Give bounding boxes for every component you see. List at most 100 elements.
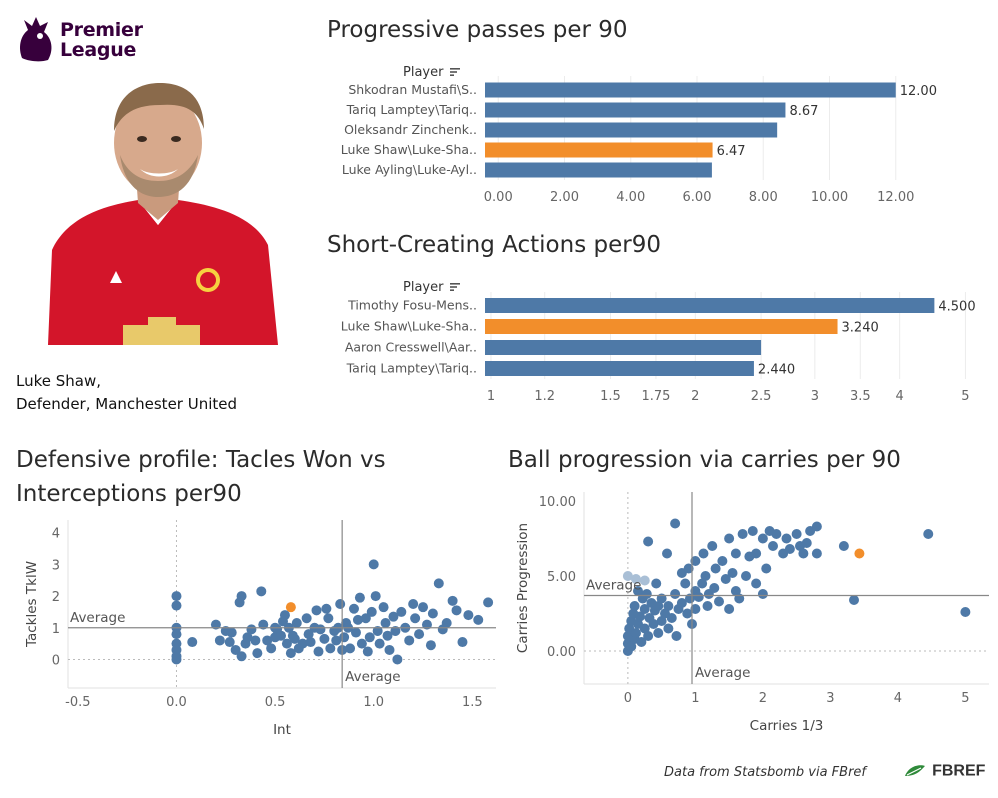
x-tick-label: 12.00 — [877, 190, 914, 205]
x-tick-label: 5 — [961, 389, 969, 404]
average-label-y: Average — [586, 578, 641, 594]
data-point — [682, 608, 693, 619]
data-point — [262, 635, 273, 646]
data-point — [345, 643, 356, 654]
y-tick-label: 5.00 — [547, 570, 576, 585]
category-label: Luke Ayling\Luke-Ayl.. — [342, 162, 477, 177]
data-label: 4.500 — [938, 300, 975, 315]
data-point — [187, 637, 198, 648]
data-point — [639, 604, 650, 614]
data-point — [751, 578, 762, 589]
chart-title-ball-progression: Ball progression via carries per 90 — [508, 447, 901, 473]
data-point-faded — [639, 575, 650, 586]
data-point — [171, 600, 182, 611]
x-tick-label: 5 — [961, 691, 969, 706]
data-point — [242, 632, 253, 643]
data-point — [378, 602, 389, 613]
x-tick-label: -0.5 — [65, 695, 90, 710]
data-point — [236, 651, 247, 662]
data-point — [214, 635, 225, 646]
x-axis-title: Carries 1/3 — [750, 718, 824, 734]
data-point — [311, 605, 322, 616]
fbref-logo[interactable]: FBREF — [903, 761, 985, 781]
data-point — [325, 643, 336, 654]
data-point — [425, 640, 436, 651]
data-point — [279, 610, 290, 621]
y-tick-label: 3 — [52, 558, 60, 573]
player-photo — [48, 83, 278, 345]
data-label: 2.440 — [758, 363, 795, 378]
x-tick-label: 1.5 — [462, 695, 483, 710]
logo-line-2: League — [60, 39, 137, 61]
data-point — [418, 602, 429, 613]
data-point — [335, 599, 346, 609]
data-point — [811, 548, 822, 559]
data-point — [697, 578, 708, 589]
bar — [485, 361, 754, 376]
data-point — [724, 604, 735, 614]
bar — [485, 82, 896, 98]
data-point — [224, 637, 235, 648]
x-tick-label: 4 — [894, 691, 902, 706]
category-label: Aaron Cresswell\Aar.. — [345, 340, 477, 355]
x-tick-label: 8.00 — [749, 190, 778, 205]
leaf-icon — [905, 764, 925, 776]
sort-header-player-1[interactable]: Player — [403, 61, 461, 80]
data-point — [319, 633, 330, 644]
x-tick-label: 1 — [487, 389, 495, 404]
data-point — [352, 614, 363, 625]
data-point — [838, 541, 849, 551]
data-point — [372, 625, 383, 636]
data-point — [707, 541, 718, 551]
sort-header-label: Player — [403, 280, 444, 295]
data-label: 6.47 — [717, 144, 746, 159]
data-point — [384, 644, 395, 655]
x-tick-label: 3 — [811, 389, 819, 404]
bar — [485, 102, 786, 118]
data-point — [414, 629, 425, 640]
y-tick-label: 2 — [52, 590, 60, 605]
logo-line-1: Premier — [60, 19, 143, 41]
data-point — [639, 623, 650, 634]
sort-header-player-2[interactable]: Player — [403, 276, 461, 295]
premier-league-logo: Premier League — [14, 14, 144, 66]
data-point — [433, 578, 444, 589]
data-label: 8.67 — [789, 104, 818, 119]
data-point — [323, 613, 334, 624]
data-point — [693, 592, 704, 602]
data-point — [761, 563, 772, 574]
category-label: Luke Shaw\Luke-Sha.. — [341, 142, 477, 157]
x-tick-label: 2.5 — [751, 389, 772, 404]
data-point — [641, 589, 652, 599]
x-tick-label: 0 — [624, 691, 632, 706]
data-point — [364, 632, 375, 643]
bar — [485, 298, 935, 313]
data-point — [849, 595, 859, 605]
data-point — [751, 548, 762, 559]
bar — [485, 142, 713, 158]
x-tick-label: 0.0 — [166, 695, 187, 710]
data-point — [396, 606, 407, 617]
x-tick-label: 1.0 — [363, 695, 384, 710]
data-point — [663, 601, 674, 611]
average-label-x: Average — [345, 669, 400, 685]
category-label: Tariq Lamptey\Tariq.. — [346, 102, 477, 117]
data-point — [230, 644, 241, 655]
data-point — [710, 563, 721, 574]
data-point — [457, 637, 468, 648]
data-point — [362, 646, 373, 657]
data-point — [801, 538, 812, 548]
data-point — [683, 563, 694, 574]
data-point — [256, 586, 267, 597]
data-point — [276, 630, 287, 641]
data-point — [643, 631, 654, 641]
data-point — [741, 571, 751, 581]
data-point — [421, 619, 432, 630]
data-point — [730, 548, 741, 559]
data-point — [258, 619, 269, 630]
chart-title-shot-creating: Short-Creating Actions per90 — [327, 232, 661, 258]
data-point — [354, 592, 365, 603]
data-point — [676, 598, 687, 608]
data-point — [410, 613, 421, 624]
data-point — [368, 559, 379, 570]
